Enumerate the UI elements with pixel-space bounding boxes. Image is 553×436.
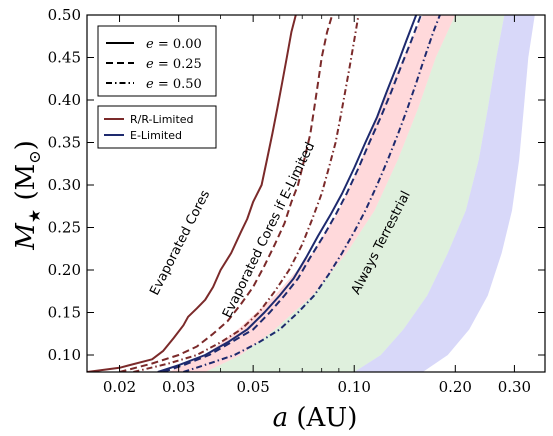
series-line-2: [119, 15, 334, 372]
y-tick-label: 0.30: [48, 176, 81, 194]
y-tick-label: 0.45: [48, 49, 81, 67]
legend-label: e = 0.25: [146, 57, 202, 72]
x-tick-label: 0.02: [103, 378, 136, 396]
legend-mechanism: R/R-Limited E-Limited: [97, 105, 217, 149]
x-tick-label: 0.10: [338, 378, 371, 396]
y-tick-label: 0.50: [48, 6, 81, 24]
x-axis-title: a (AU): [273, 403, 358, 433]
band-pink: [168, 15, 456, 372]
series-line-5: [162, 15, 422, 372]
y-tick-label: 0.20: [48, 261, 81, 279]
legend-box: [97, 105, 217, 149]
legend-eccentricity: e = 0.00 e = 0.25 e = 0.50: [97, 25, 217, 97]
legend-box: [97, 25, 217, 97]
series-lines: [87, 15, 441, 372]
series-line-1: [87, 15, 297, 372]
y-tick-label: 0.10: [48, 346, 81, 364]
x-tick-label: 0.05: [236, 378, 269, 396]
y-tick-label: 0.35: [48, 134, 81, 152]
legend-label: R/R-Limited: [130, 113, 194, 126]
legend-label: E-Limited: [130, 129, 182, 142]
y-tick-label: 0.25: [48, 219, 81, 237]
x-tick-label: 0.30: [498, 378, 531, 396]
series-line-6: [183, 15, 441, 372]
y-tick-label: 0.40: [48, 91, 81, 109]
axis-ticks: 0.02 0.03 0.05 0.10 0.20 0.30 0.10 0.15 0.20 0.25…: [48, 6, 545, 396]
legend-label: e = 0.00: [146, 37, 202, 52]
series-line-4: [157, 15, 418, 372]
x-tick-label: 0.20: [439, 378, 472, 396]
annotation-label: Evaporated Cores: [147, 188, 213, 298]
band-green: [205, 15, 505, 372]
x-tick-label: 0.03: [162, 378, 195, 396]
plot-frame: [86, 14, 546, 373]
legend-label: e = 0.50: [146, 77, 202, 92]
shaded-regions: [168, 15, 535, 372]
y-axis-title: M★ (M⊙): [11, 140, 44, 251]
band-blue: [354, 15, 535, 372]
y-tick-label: 0.15: [48, 304, 81, 322]
